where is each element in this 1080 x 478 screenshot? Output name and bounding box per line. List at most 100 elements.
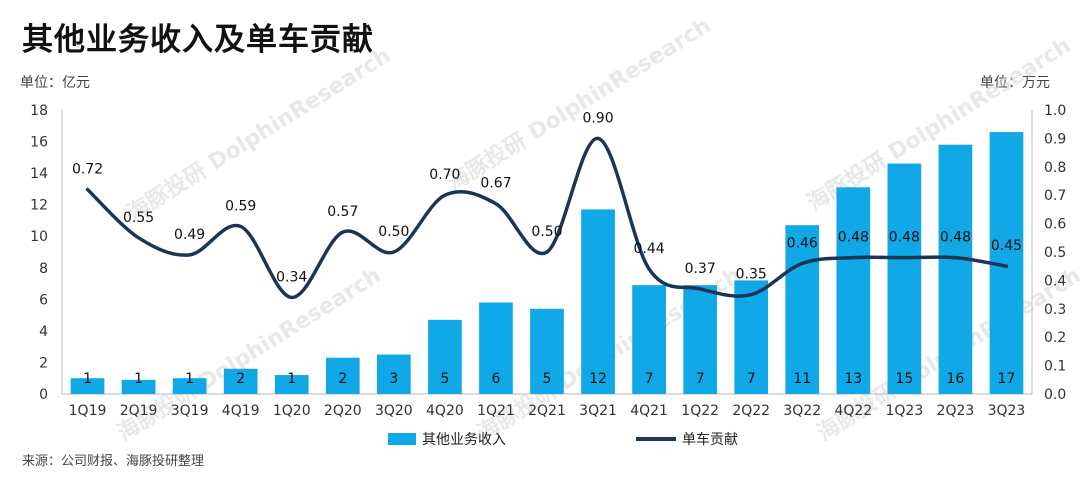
line-data-label: 0.57 xyxy=(327,204,358,220)
bar-data-label: 7 xyxy=(645,371,654,387)
y-left-tick-label: 18 xyxy=(30,103,48,119)
x-tick-label: 1Q20 xyxy=(273,403,311,419)
x-tick-label: 2Q19 xyxy=(120,403,158,419)
bar xyxy=(581,209,615,394)
bar-data-label: 7 xyxy=(747,371,756,387)
bar-data-label: 6 xyxy=(491,371,500,387)
y-right-tick-label: 0.9 xyxy=(1044,131,1066,147)
line-data-label: 0.44 xyxy=(634,241,665,257)
bar-data-label: 1 xyxy=(185,371,194,387)
legend-bar-swatch xyxy=(388,433,416,445)
bar xyxy=(785,225,820,394)
bar-data-label: 1 xyxy=(134,371,143,387)
line-data-label: 0.55 xyxy=(123,210,154,226)
y-left-tick-label: 6 xyxy=(39,292,48,308)
x-tick-label: 4Q19 xyxy=(222,403,260,419)
x-tick-label: 1Q22 xyxy=(681,403,719,419)
line-data-label: 0.70 xyxy=(429,167,460,183)
y-right-tick-label: 0.2 xyxy=(1044,330,1066,346)
y-right-tick-label: 0.5 xyxy=(1044,245,1066,261)
y-left-tick-label: 2 xyxy=(39,355,48,371)
bar xyxy=(938,144,973,394)
y-left-tick-label: 4 xyxy=(39,324,48,340)
x-tick-label: 2Q21 xyxy=(528,403,566,419)
line-data-label: 0.37 xyxy=(685,261,716,277)
bar-data-label: 2 xyxy=(236,371,245,387)
y-left-tick-label: 10 xyxy=(30,229,48,245)
y-right-tick-label: 0.3 xyxy=(1044,302,1066,318)
y-right-tick-label: 0.0 xyxy=(1044,387,1066,403)
bar xyxy=(530,308,564,394)
line-data-label: 0.34 xyxy=(276,269,307,285)
line-data-label: 0.50 xyxy=(378,224,409,240)
bar-data-label: 16 xyxy=(947,371,965,387)
line-data-label: 0.50 xyxy=(531,224,562,240)
y-right-tick-label: 0.8 xyxy=(1044,160,1066,176)
chart-title: 其他业务收入及单车贡献 xyxy=(22,22,374,58)
x-tick-label: 3Q19 xyxy=(171,403,209,419)
bar-data-label: 1 xyxy=(83,371,92,387)
bar-data-label: 2 xyxy=(338,371,347,387)
bar xyxy=(632,285,666,394)
y-right-tick-label: 0.6 xyxy=(1044,217,1066,233)
line-series-path xyxy=(85,136,1009,300)
right-unit-label: 单位：万元 xyxy=(980,75,1050,91)
line-data-label: 0.49 xyxy=(174,227,205,243)
x-tick-label: 2Q23 xyxy=(937,403,975,419)
y-left-tick-label: 0 xyxy=(39,387,48,403)
line-data-label: 0.90 xyxy=(582,110,613,126)
bar xyxy=(172,378,207,394)
left-unit-label: 单位：亿元 xyxy=(20,75,90,91)
bar xyxy=(734,280,769,394)
line-data-label: 0.48 xyxy=(838,230,869,246)
x-tick-label: 4Q20 xyxy=(426,403,464,419)
y-right-tick-label: 0.4 xyxy=(1044,273,1066,289)
bar xyxy=(274,375,309,394)
bar xyxy=(325,357,360,394)
line-data-label: 0.45 xyxy=(991,238,1022,254)
bar xyxy=(376,354,411,394)
legend-bar-label: 其他业务收入 xyxy=(422,432,506,448)
line-data-label: 0.59 xyxy=(225,198,256,214)
line-data-label: 0.46 xyxy=(787,235,818,251)
x-tick-label: 4Q22 xyxy=(834,403,872,419)
x-tick-label: 3Q21 xyxy=(579,403,617,419)
line-data-label: 0.67 xyxy=(480,176,511,192)
x-tick-label: 3Q20 xyxy=(375,403,413,419)
x-tick-label: 1Q19 xyxy=(69,403,107,419)
bar-data-label: 7 xyxy=(696,371,705,387)
bar-data-label: 15 xyxy=(895,371,913,387)
y-right-tick-label: 0.7 xyxy=(1044,188,1066,204)
y-left-tick-label: 16 xyxy=(30,135,48,151)
x-tick-label: 3Q23 xyxy=(988,403,1026,419)
bar-data-label: 11 xyxy=(793,371,811,387)
bar-data-label: 1 xyxy=(287,371,296,387)
y-right-tick-label: 1.0 xyxy=(1044,103,1066,119)
bar xyxy=(121,379,156,394)
bar-data-label: 13 xyxy=(844,371,862,387)
bar xyxy=(223,368,258,394)
line-data-label: 0.35 xyxy=(736,267,767,283)
bar xyxy=(428,319,462,394)
bar-data-label: 17 xyxy=(998,371,1016,387)
legend-line-label: 单车贡献 xyxy=(682,431,738,448)
line-data-label: 0.48 xyxy=(889,230,920,246)
line-data-label: 0.72 xyxy=(72,162,103,178)
bar-data-label: 5 xyxy=(440,371,449,387)
x-tick-label: 3Q22 xyxy=(783,403,821,419)
bar xyxy=(479,302,513,394)
x-tick-label: 2Q20 xyxy=(324,403,362,419)
x-tick-label: 4Q21 xyxy=(630,403,668,419)
bar xyxy=(836,187,871,394)
y-right-tick-label: 0.1 xyxy=(1044,359,1066,375)
y-left-tick-label: 14 xyxy=(30,166,48,182)
bar-data-label: 12 xyxy=(589,371,607,387)
x-tick-label: 1Q23 xyxy=(885,403,923,419)
y-left-tick-label: 8 xyxy=(39,261,48,277)
source-note: 来源：公司财报、海豚投研整理 xyxy=(22,454,205,469)
x-tick-label: 1Q21 xyxy=(477,403,515,419)
x-tick-label: 2Q22 xyxy=(732,403,770,419)
y-left-tick-label: 12 xyxy=(30,198,48,214)
bar xyxy=(683,285,718,394)
bar-data-label: 5 xyxy=(543,371,552,387)
